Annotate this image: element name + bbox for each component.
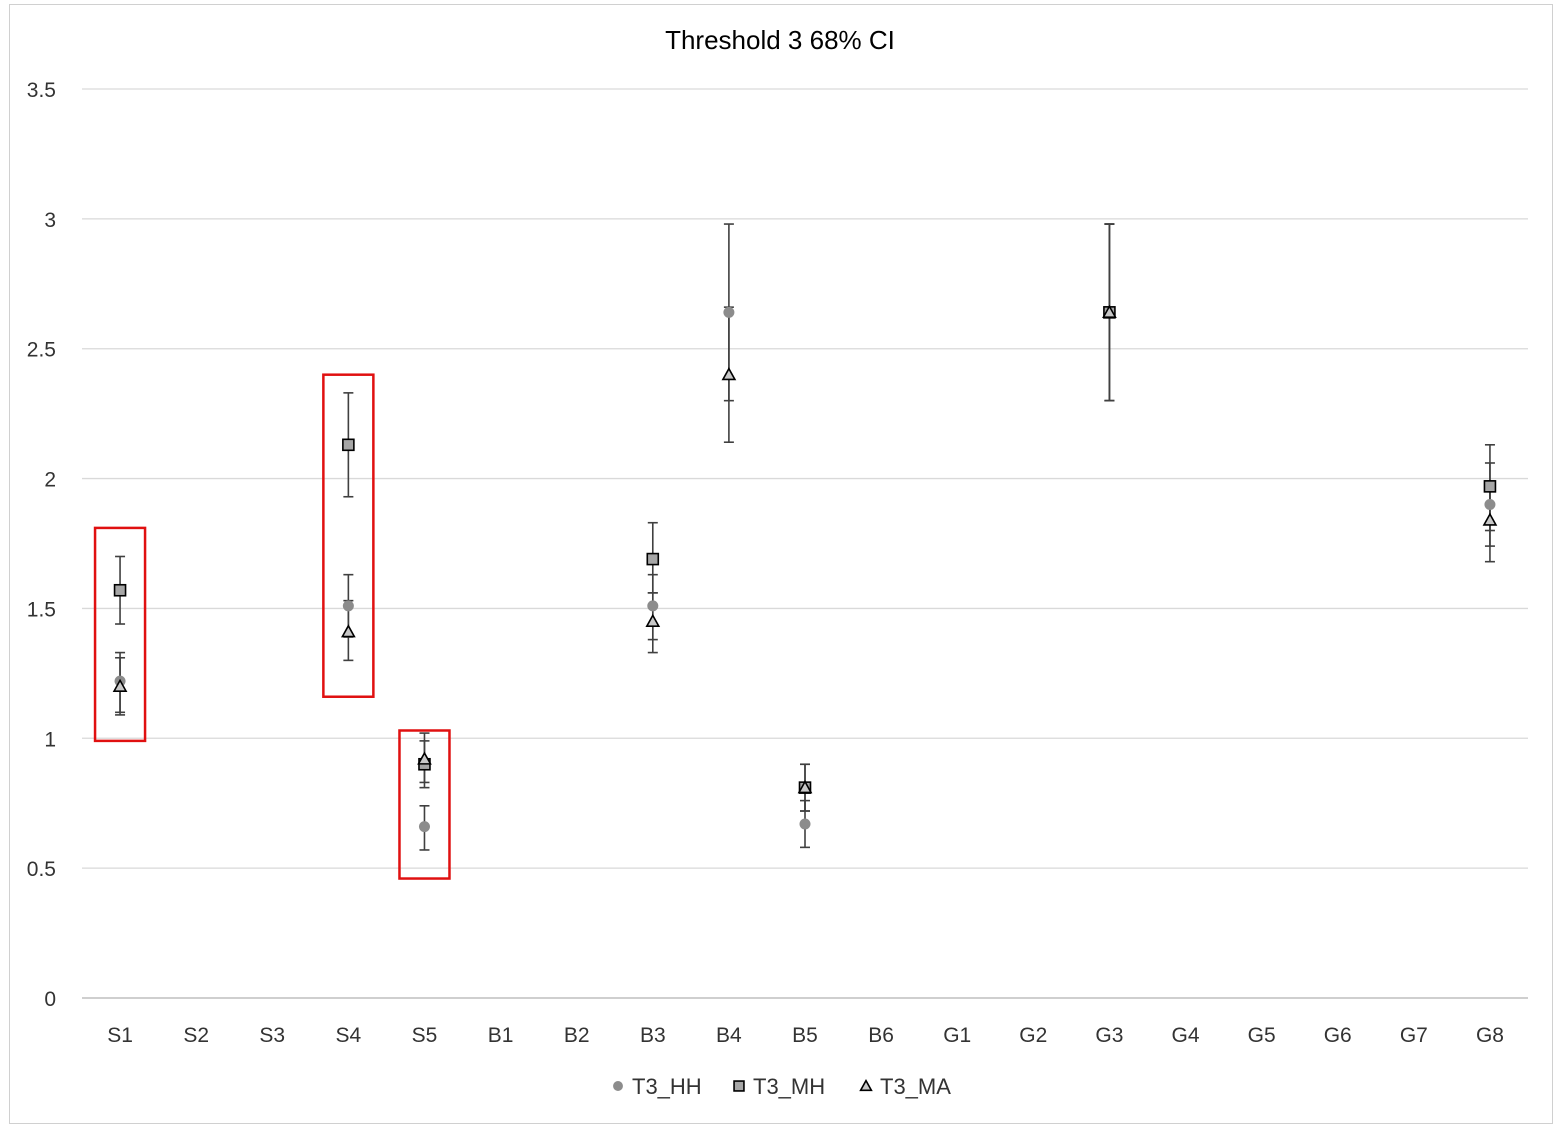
x-tick-label: S1 — [107, 1024, 133, 1047]
point-t3_mh-s4 — [342, 438, 355, 452]
x-tick-label: G6 — [1324, 1024, 1352, 1047]
point-t3_ma-b4 — [721, 367, 737, 381]
x-tick-label: G1 — [943, 1024, 971, 1047]
x-tick-label: B3 — [640, 1024, 666, 1047]
point-t3_hh-b3 — [647, 600, 659, 612]
y-axis-tick-labels: 0 0.5 1 1.5 2 2.5 3 3.5 — [27, 79, 56, 1011]
highlight-box-s5 — [398, 729, 451, 880]
y-tick-label: 1 — [44, 728, 56, 751]
x-tick-label: G7 — [1400, 1024, 1428, 1047]
x-tick-label: B5 — [792, 1024, 818, 1047]
highlight-box-s4 — [322, 373, 375, 698]
legend-label-t3_ma: T3_MA — [880, 1074, 951, 1099]
y-tick-label: 1.5 — [27, 598, 56, 621]
y-tick-label: 0 — [44, 988, 56, 1011]
point-t3_ma-s1 — [112, 678, 128, 692]
x-tick-label: G3 — [1095, 1024, 1123, 1047]
x-tick-label: B2 — [564, 1024, 590, 1047]
point-t3_ma-g8 — [1482, 512, 1498, 526]
point-t3_hh-s4 — [342, 600, 354, 612]
x-tick-label: S5 — [412, 1024, 438, 1047]
point-t3_hh-b5 — [799, 818, 811, 830]
y-tick-label: 2 — [44, 469, 56, 492]
point-t3_mh-g8 — [1483, 480, 1497, 493]
x-tick-label: S3 — [259, 1024, 285, 1047]
legend-marker-t3_ma — [859, 1078, 873, 1092]
highlight-boxes — [93, 373, 451, 880]
x-tick-label: G4 — [1172, 1024, 1200, 1047]
chart-frame — [9, 4, 1553, 1124]
x-tick-label: S2 — [183, 1024, 209, 1047]
point-t3_hh-b4 — [723, 306, 735, 318]
point-t3_mh-b3 — [646, 552, 660, 566]
x-tick-label: G5 — [1248, 1024, 1276, 1047]
gridlines — [82, 88, 1528, 999]
point-t3_ma-g3 — [1102, 304, 1117, 318]
legend: T3_HH T3_MH T3_MA — [613, 1074, 951, 1099]
point-t3_mh-s1 — [113, 583, 127, 597]
point-t3_ma-b5 — [797, 779, 813, 794]
legend-marker-t3_mh — [733, 1080, 745, 1092]
highlight-box-s1 — [93, 526, 147, 743]
point-t3_ma-s4 — [341, 624, 356, 638]
x-tick-label: B4 — [716, 1024, 742, 1047]
point-t3_hh-s5 — [418, 821, 430, 833]
y-tick-label: 3 — [44, 209, 56, 232]
point-t3_hh-g8 — [1484, 499, 1496, 511]
point-t3_ma-s5 — [417, 751, 432, 765]
error-bars — [115, 223, 1495, 851]
x-tick-label: S4 — [336, 1024, 362, 1047]
point-t3_ma-b3 — [645, 613, 661, 628]
y-tick-label: 2.5 — [27, 339, 56, 362]
legend-label-t3_hh: T3_HH — [632, 1074, 702, 1099]
data-markers — [112, 304, 1498, 833]
x-tick-label: B6 — [868, 1024, 894, 1047]
x-tick-label: B1 — [488, 1024, 514, 1047]
x-tick-label: G8 — [1476, 1024, 1504, 1047]
legend-marker-t3_hh — [613, 1081, 623, 1091]
legend-label-t3_mh: T3_MH — [753, 1074, 825, 1099]
chart-title: Threshold 3 68% CI — [665, 25, 895, 55]
y-tick-label: 3.5 — [27, 79, 56, 102]
y-tick-label: 0.5 — [27, 858, 56, 881]
x-axis-tick-labels: S1 S2 S3 S4 S5 B1 B2 B3 B4 B5 B6 G1 G2 G3 G4 G5 G6 G7 G8 — [107, 1024, 1504, 1047]
x-tick-label: G2 — [1019, 1024, 1047, 1047]
